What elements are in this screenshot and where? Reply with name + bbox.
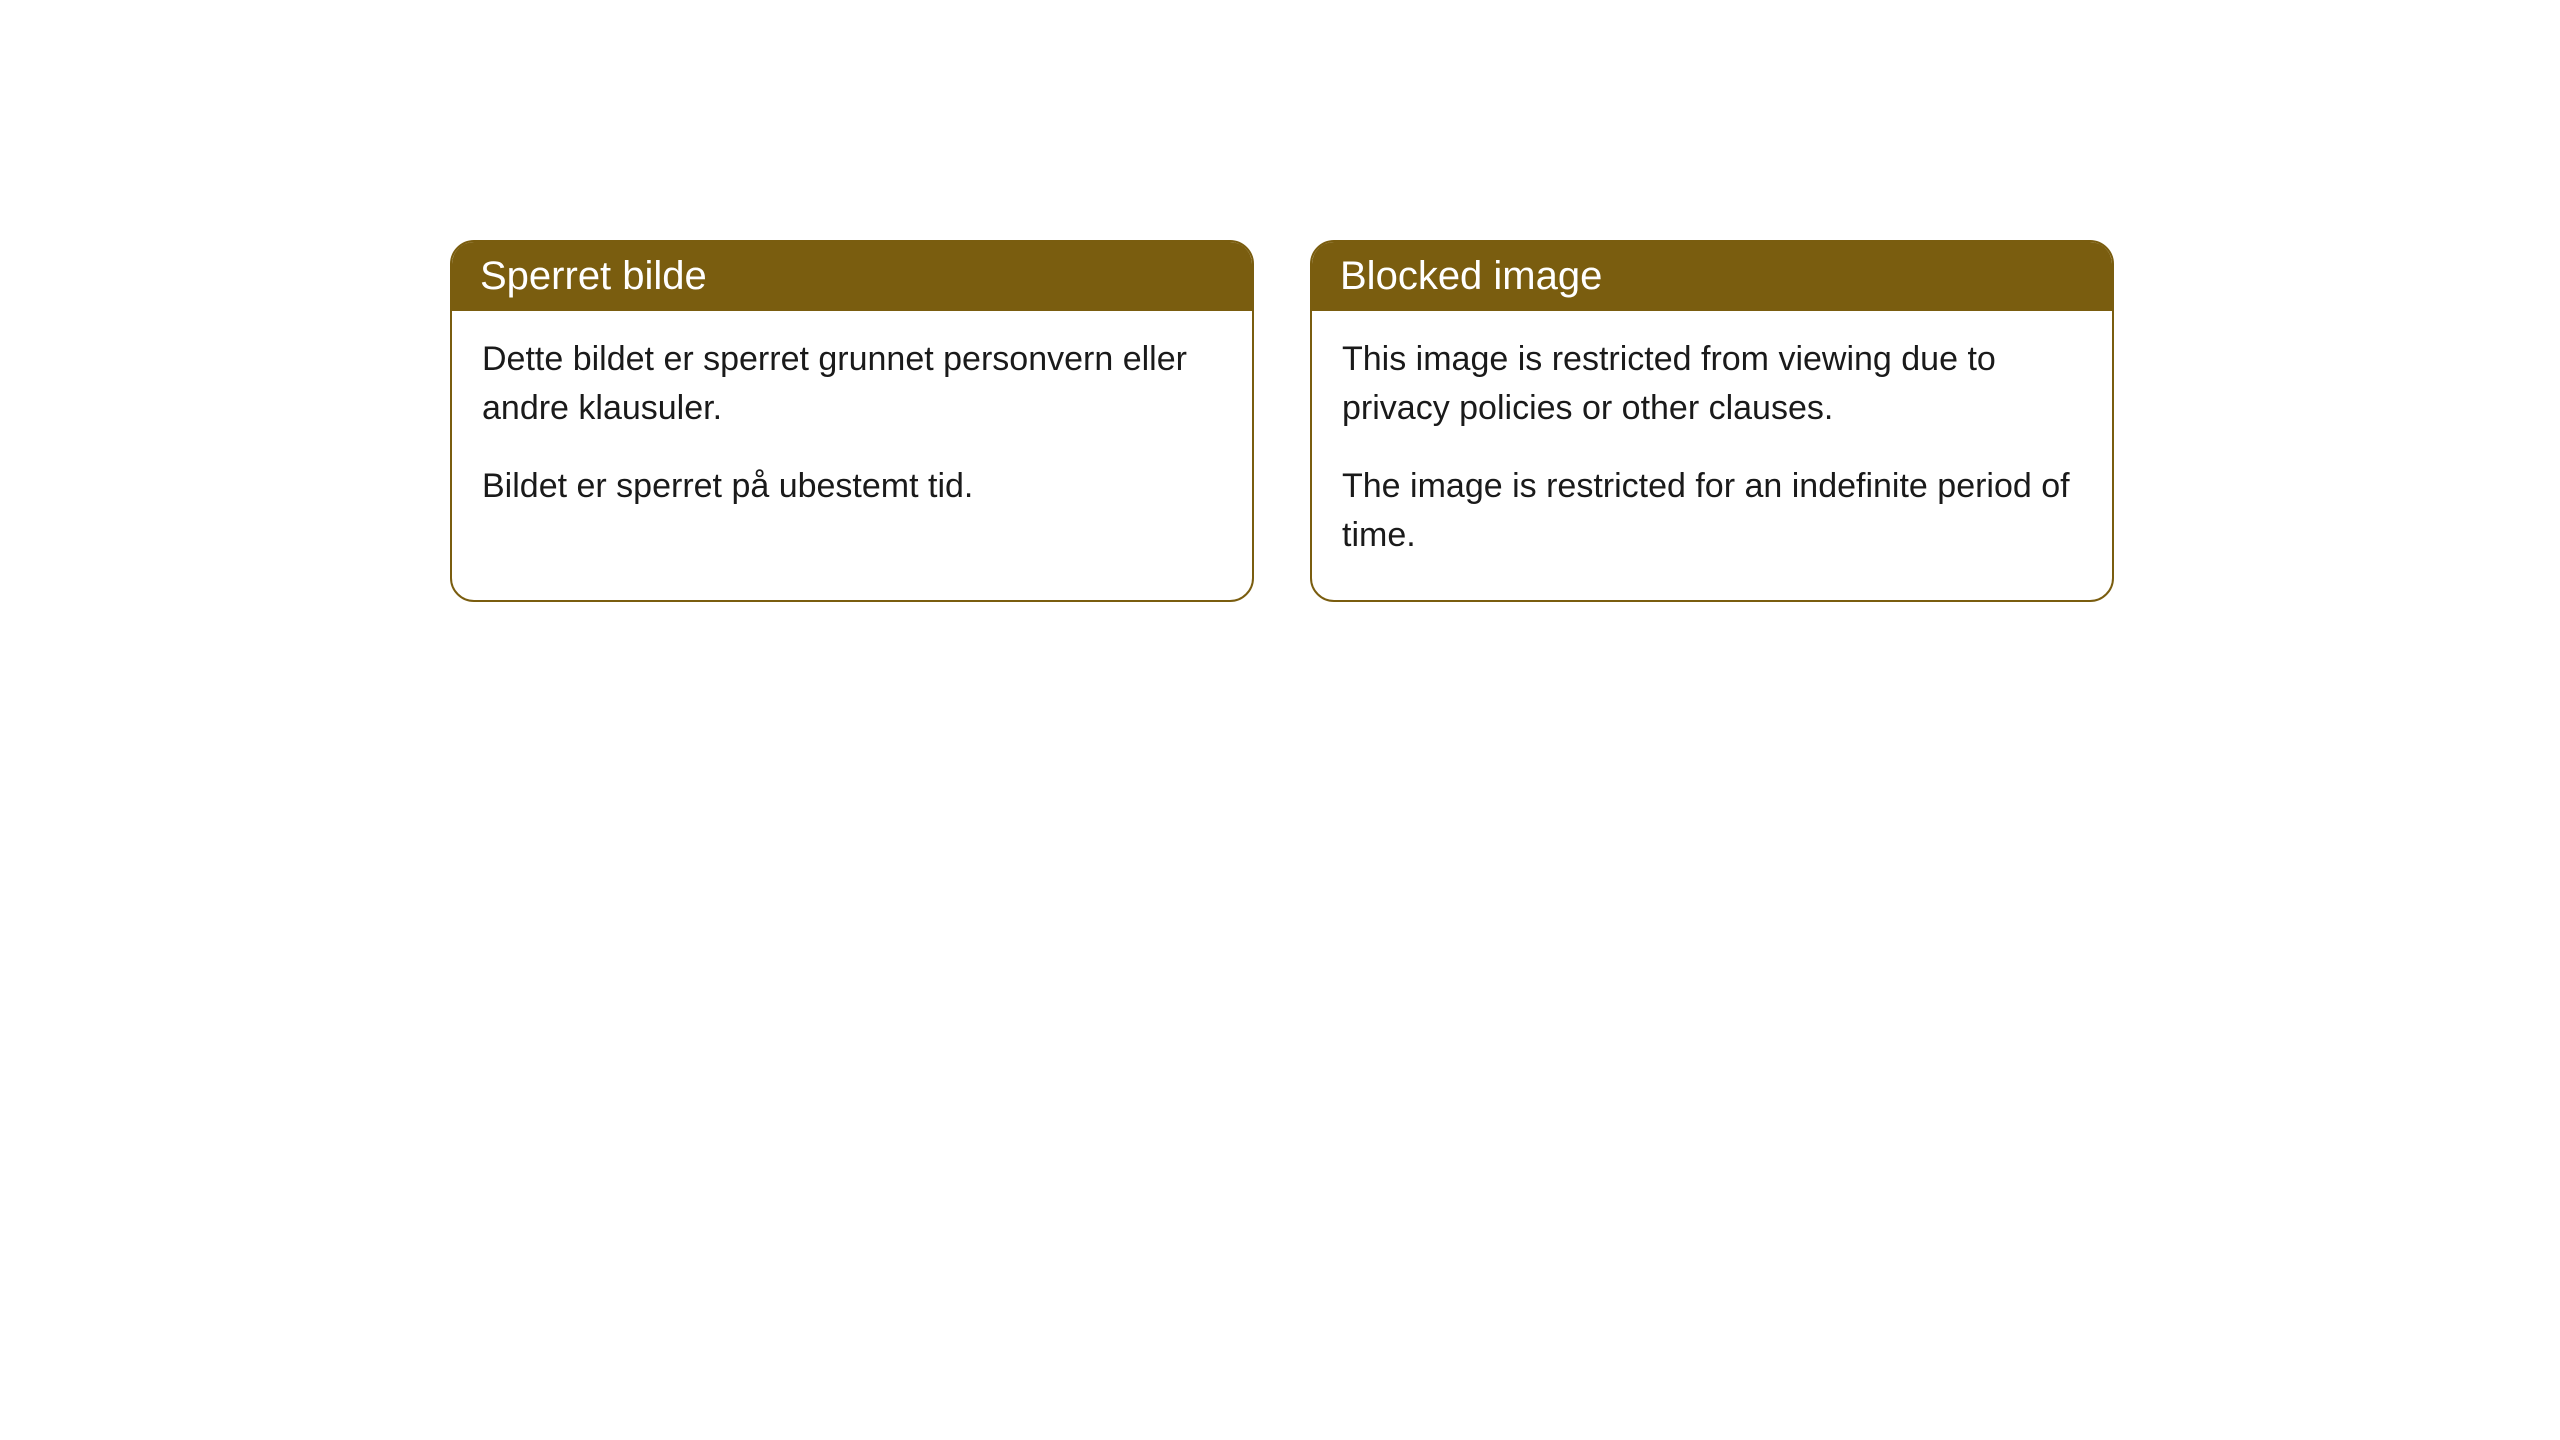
- card-paragraph-1-english: This image is restricted from viewing du…: [1342, 335, 2082, 434]
- card-paragraph-2-norwegian: Bildet er sperret på ubestemt tid.: [482, 462, 1222, 511]
- card-body-english: This image is restricted from viewing du…: [1312, 311, 2112, 600]
- card-paragraph-1-norwegian: Dette bildet er sperret grunnet personve…: [482, 335, 1222, 434]
- card-paragraph-2-english: The image is restricted for an indefinit…: [1342, 462, 2082, 561]
- card-header-norwegian: Sperret bilde: [452, 242, 1252, 311]
- blocked-image-card-english: Blocked image This image is restricted f…: [1310, 240, 2114, 602]
- card-body-norwegian: Dette bildet er sperret grunnet personve…: [452, 311, 1252, 551]
- blocked-image-card-norwegian: Sperret bilde Dette bildet er sperret gr…: [450, 240, 1254, 602]
- card-header-english: Blocked image: [1312, 242, 2112, 311]
- cards-container: Sperret bilde Dette bildet er sperret gr…: [0, 0, 2560, 602]
